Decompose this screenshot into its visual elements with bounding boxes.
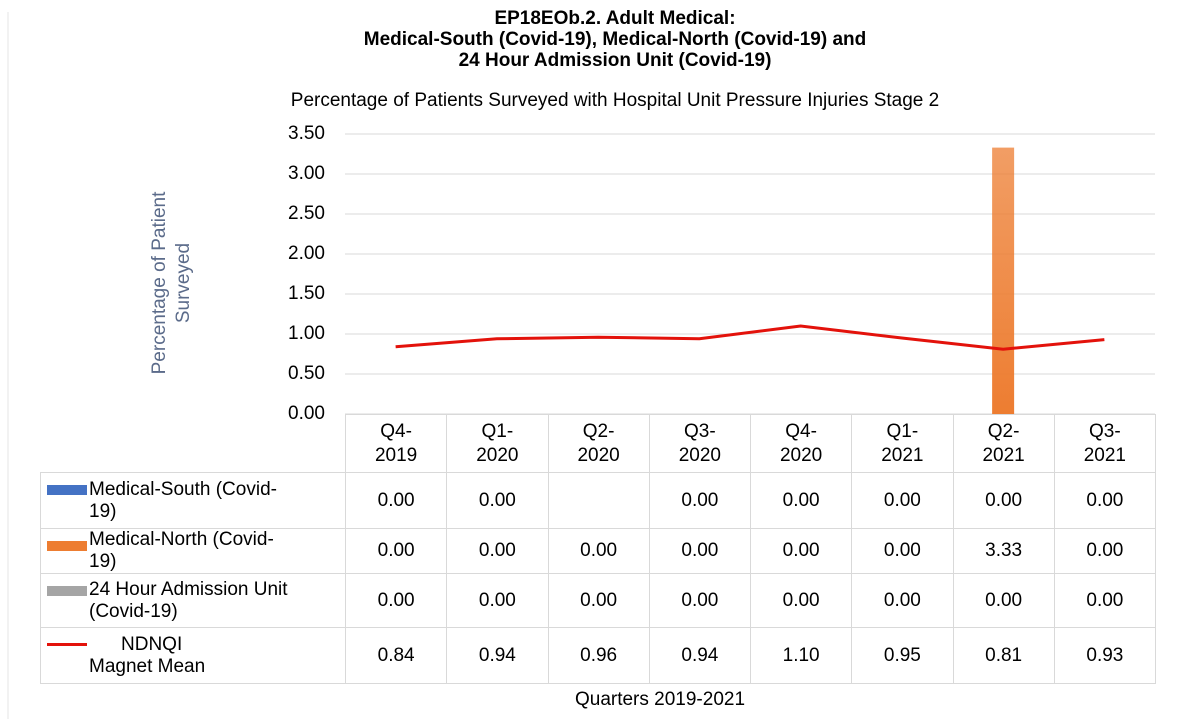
table-value: 1.10	[749, 627, 853, 684]
x-tick-cell: Q4-2020	[749, 414, 853, 473]
y-tick-label: 3.50	[288, 123, 325, 144]
blank-cell	[40, 414, 346, 473]
table-value: 0.94	[446, 627, 549, 684]
data-table: Q4-2019 Q1-2020 Q2-2020 Q3-2020 Q4-2020 Q1-20…	[40, 414, 1157, 684]
table-row: 24 Hour Admission Unit (Covid-19) 0.00 0.0…	[40, 573, 1157, 628]
table-value: 0.94	[648, 627, 752, 684]
table-value: 0.93	[1053, 627, 1157, 684]
table-value: 0.00	[851, 573, 954, 628]
table-value: 0.00	[446, 528, 549, 574]
legend-key	[47, 643, 87, 646]
table-value: 0.00	[749, 528, 853, 574]
table-value: 0.00	[648, 528, 752, 574]
x-tick-cell: Q2-2020	[547, 414, 650, 473]
table-value: 0.00	[446, 573, 549, 628]
table-value: 0.95	[851, 627, 954, 684]
x-tick-cell: Q4-2019	[344, 414, 448, 473]
table-value: 0.00	[547, 528, 650, 574]
y-tick-label: 0.50	[288, 363, 325, 384]
legend-key	[47, 586, 87, 596]
x-tick-label: Q2-2021	[982, 420, 1025, 466]
table-value: 0.00	[1053, 573, 1157, 628]
table-value: 0.00	[344, 472, 448, 529]
legend-entry: Medical-South (Covid-19)	[40, 472, 346, 529]
table-row: NDNQI Magnet Mean 0.84 0.94 0.96 0.94 1.10 0.9…	[40, 627, 1157, 684]
table-value: 0.00	[648, 472, 752, 529]
table-value: 0.00	[344, 528, 448, 574]
y-tick-label: 3.00	[288, 163, 325, 184]
table-value: 0.81	[952, 627, 1055, 684]
legend-label: Medical-South (Covid-19)	[89, 478, 277, 522]
bar	[992, 147, 1015, 414]
legend-key	[47, 485, 87, 495]
chart-title: EP18EOb.2. Adult Medical: Medical-South …	[363, 8, 867, 71]
table-value: 0.96	[547, 627, 650, 684]
y-tick-label: 2.50	[288, 203, 325, 224]
chart-subtitle: Percentage of Patients Surveyed with Hos…	[290, 90, 940, 111]
x-tick-label: Q3-2020	[678, 420, 722, 466]
x-tick-label: Q3-2021	[1083, 420, 1127, 466]
table-row: Medical-South (Covid-19) 0.00 0.00 0.00 0.00…	[40, 472, 1157, 529]
x-tick-label: Q4-2019	[374, 420, 418, 466]
x-axis-title: Quarters 2019-2021	[574, 689, 746, 710]
table-value: 0.00	[648, 573, 752, 628]
x-tick-cell: Q2-2021	[952, 414, 1055, 473]
x-tick-cell: Q3-2021	[1053, 414, 1157, 473]
table-value: 0.00	[749, 472, 853, 529]
y-tick-label: 2.00	[288, 243, 325, 264]
table-value	[547, 472, 650, 529]
table-value: 0.00	[1053, 528, 1157, 574]
x-tick-label: Q2-2020	[577, 420, 620, 466]
table-value: 0.00	[851, 528, 954, 574]
table-header: Q4-2019 Q1-2020 Q2-2020 Q3-2020 Q4-2020 Q1-20…	[40, 414, 1157, 473]
legend-entry: Medical-North (Covid-19)	[40, 528, 346, 574]
table-value: 0.00	[952, 472, 1055, 529]
line-series	[395, 324, 1105, 351]
legend-label: 24 Hour Admission Unit (Covid-19)	[89, 578, 288, 622]
table-value: 0.00	[344, 573, 448, 628]
legend-entry: 24 Hour Admission Unit (Covid-19)	[40, 573, 346, 628]
legend-label: Medical-North (Covid-19)	[89, 529, 274, 572]
legend-label: NDNQI Magnet Mean	[89, 633, 206, 677]
x-tick-cell: Q1-2020	[446, 414, 549, 473]
table-value: 3.33	[952, 528, 1055, 574]
x-tick-label: Q1-2021	[881, 420, 924, 466]
table-value: 0.84	[344, 627, 448, 684]
y-axis-title: Percentage of Patient Surveyed	[149, 191, 194, 374]
legend-key	[47, 541, 87, 551]
x-tick-label: Q4-2020	[779, 420, 823, 466]
table-value: 0.00	[547, 573, 650, 628]
y-tick-label: 1.50	[288, 283, 325, 304]
x-tick-label: Q1-2020	[476, 420, 519, 466]
table-value: 0.00	[749, 573, 853, 628]
x-tick-cell: Q3-2020	[648, 414, 752, 473]
y-tick-label: 1.00	[288, 323, 325, 344]
x-tick-cell: Q1-2021	[851, 414, 954, 473]
table-value: 0.00	[446, 472, 549, 529]
table-value: 0.00	[952, 573, 1055, 628]
table-value: 0.00	[851, 472, 954, 529]
table-value: 0.00	[1053, 472, 1157, 529]
table-row: Medical-North (Covid-19) 0.00 0.00 0.00 0.00…	[40, 528, 1157, 574]
legend-entry: NDNQI Magnet Mean	[40, 627, 346, 684]
